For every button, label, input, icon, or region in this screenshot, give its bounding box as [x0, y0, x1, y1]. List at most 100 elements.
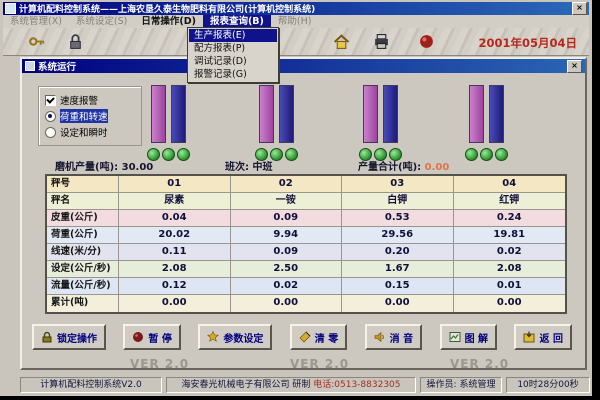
date-display: 2001年05月04日 — [478, 36, 577, 50]
radio-unselected-icon[interactable] — [45, 126, 56, 138]
table-row: 流量(公斤/秒) 0.12 0.02 0.15 0.01 — [47, 278, 565, 295]
cell: 0.09 — [231, 244, 342, 260]
table-row: 秤号 01 02 03 04 — [47, 176, 565, 193]
cell: 0.53 — [342, 210, 454, 226]
run-window-close-button[interactable]: × — [567, 59, 582, 73]
main-close-button[interactable]: × — [572, 2, 587, 15]
cell: 29.56 — [342, 227, 454, 243]
status-time: 10时28分00秒 — [506, 377, 590, 393]
record-icon[interactable] — [418, 33, 435, 50]
cell: 0.00 — [119, 295, 231, 312]
button-label: 清 零 — [314, 333, 339, 345]
printer-icon[interactable] — [373, 33, 390, 50]
mill-output: 磨机产量(吨): 30.00 — [55, 158, 153, 173]
dropdown-item-recipe-report[interactable]: 配方报表(P) — [194, 43, 246, 54]
total-output-value: 0.00 — [424, 162, 450, 173]
level-bar-navy — [488, 85, 504, 143]
dropdown-item-production-report[interactable]: 生产报表(E) — [189, 29, 277, 42]
scale-04-indicators — [454, 85, 518, 161]
dropdown-item-alarm-log[interactable]: 报警记录(G) — [194, 69, 247, 80]
home-icon[interactable] — [333, 33, 350, 50]
display-options-group: 速度报警 荷重和转速 设定和瞬时 — [38, 86, 142, 146]
company-text: 海安春光机械电子有限公司 研制 — [181, 380, 311, 390]
cell: 白钾 — [342, 193, 454, 209]
radio-selected-icon[interactable] — [45, 110, 56, 122]
shift: 班次: 中班 — [225, 158, 272, 173]
clear-zero-button[interactable]: 清 零 — [289, 324, 348, 350]
run-window-title: 系统运行 — [38, 62, 77, 73]
summary-row: 磨机产量(吨): 30.00 班次: 中班 产量合计(吨): 0.00 — [22, 158, 585, 173]
mute-icon — [374, 331, 384, 343]
button-label: 消 音 — [389, 333, 414, 345]
cell: 20.02 — [119, 227, 231, 243]
cell: 0.11 — [119, 244, 231, 260]
clear-icon — [299, 331, 311, 343]
status-company: 海安春光机械电子有限公司 研制 电话:0513-8832305 — [166, 377, 416, 393]
version-watermark: VER 2.0 — [450, 357, 510, 371]
checkbox-checked-icon[interactable] — [45, 94, 56, 106]
pause-button[interactable]: 暂 停 — [123, 324, 181, 350]
main-window-title: 计算机配料控制系统——上海农垦久泰生物肥料有限公司(计算机控制系统) — [19, 5, 316, 15]
menu-daily-operation[interactable]: 日常操作(D) — [141, 16, 196, 27]
menu-system-manage[interactable]: 系统管理(X) — [10, 16, 62, 27]
row-label: 流量(公斤/秒) — [47, 278, 119, 294]
row-label: 秤号 — [47, 176, 119, 192]
status-bar: 计算机配料控制系统V2.0 海安春光机械电子有限公司 研制 电话:0513-88… — [0, 375, 592, 395]
level-bar-magenta — [258, 85, 274, 143]
table-row: 累计(吨) 0.00 0.00 0.00 0.00 — [47, 295, 565, 312]
level-bar-magenta — [362, 85, 378, 143]
cell: 0.15 — [342, 278, 454, 294]
lock-operation-button[interactable]: 锁定操作 — [32, 324, 106, 350]
window-icon — [25, 61, 35, 71]
scale-03-indicators — [348, 85, 412, 161]
button-label: 锁定操作 — [57, 333, 97, 345]
row-label: 荷重(公斤) — [47, 227, 119, 243]
cell: 9.94 — [231, 227, 342, 243]
status-light — [388, 148, 402, 161]
return-button[interactable]: 返 回 — [514, 324, 572, 350]
parameter-setting-button[interactable]: 参数设定 — [198, 324, 273, 350]
load-speed-option[interactable]: 荷重和转速 — [45, 108, 138, 124]
cell: 红钾 — [499, 195, 520, 206]
row-label: 秤名 — [47, 193, 119, 209]
level-bar-magenta — [468, 85, 484, 143]
speed-alarm-label: 速度报警 — [60, 96, 99, 107]
main-titlebar: 计算机配料控制系统——上海农垦久泰生物肥料有限公司(计算机控制系统) × — [3, 2, 589, 15]
lock-icon[interactable] — [67, 33, 84, 50]
set-instant-option[interactable]: 设定和瞬时 — [45, 124, 138, 140]
dropdown-item-debug-log[interactable]: 调试记录(D) — [194, 56, 247, 67]
speed-alarm-option[interactable]: 速度报警 — [45, 92, 138, 108]
version-watermark: VER 2.0 — [130, 357, 190, 371]
total-output-label: 产量合计(吨): — [358, 162, 422, 173]
table-row: 线速(米/分) 0.11 0.09 0.20 0.02 — [47, 244, 565, 261]
diagram-button[interactable]: 图 解 — [439, 324, 498, 350]
scale-02-indicators — [244, 85, 308, 161]
run-window-titlebar: 系统运行 × — [22, 59, 585, 73]
menu-help[interactable]: 帮助(H) — [277, 16, 312, 27]
status-light — [479, 148, 493, 161]
cell: 0.00 — [496, 297, 522, 308]
table-row: 设定(公斤/秒) 2.08 2.50 1.67 2.08 — [47, 261, 565, 278]
button-label: 返 回 — [539, 333, 563, 345]
status-light — [464, 148, 478, 161]
total-output: 产量合计(吨): 0.00 — [358, 158, 449, 173]
cell: 一铵 — [231, 193, 342, 209]
status-light — [373, 148, 387, 161]
button-label: 图 解 — [464, 333, 489, 345]
desktop: 计算机配料控制系统——上海农垦久泰生物肥料有限公司(计算机控制系统) × 系统管… — [0, 0, 592, 396]
key-icon[interactable] — [28, 33, 45, 50]
cell: 尿素 — [119, 193, 231, 209]
row-label: 皮重(公斤) — [47, 210, 119, 226]
level-bar-navy — [382, 85, 398, 143]
menu-report-query[interactable]: 报表查询(B) — [202, 15, 271, 28]
mute-button[interactable]: 消 音 — [364, 324, 423, 350]
button-row: 锁定操作 暂 停 参数设定 清 零 — [32, 324, 572, 350]
menu-system-setup[interactable]: 系统设定(S) — [75, 16, 128, 27]
cell: 01 — [119, 176, 231, 192]
menu-bar: 系统管理(X) 系统设定(S) 日常操作(D) 报表查询(B) 帮助(H) — [3, 15, 589, 28]
scale-01-indicators — [136, 85, 200, 161]
return-icon — [523, 331, 535, 343]
cell: 04 — [502, 178, 517, 189]
mill-output-label: 磨机产量(吨): — [55, 162, 119, 173]
button-label: 参数设定 — [223, 333, 264, 345]
